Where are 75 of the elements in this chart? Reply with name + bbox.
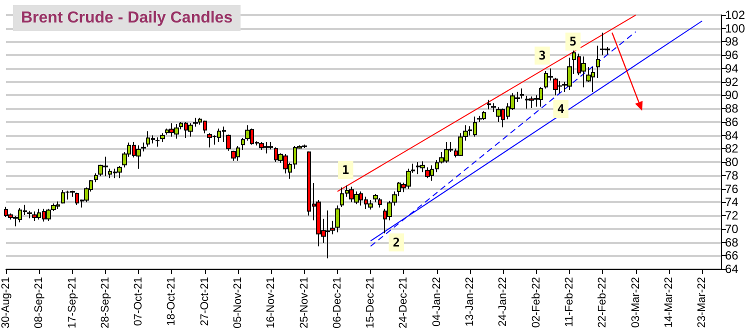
- y-tick-label: 100: [725, 21, 746, 36]
- x-tick-label: 06-Dec-21: [331, 277, 344, 328]
- candlestick: [491, 102, 496, 112]
- y-tick-label: 80: [725, 155, 739, 170]
- x-tick-label: 02-Feb-22: [530, 277, 542, 328]
- candlestick: [155, 136, 160, 148]
- y-tick-label: 92: [725, 74, 739, 89]
- candlestick: [32, 211, 37, 222]
- annotation: 2: [392, 235, 400, 250]
- annotation: 1: [342, 162, 350, 177]
- x-tick-label: 27-Oct-21: [198, 277, 211, 326]
- y-tick-label: 84: [725, 128, 739, 142]
- y-tick-label: 68: [725, 235, 739, 250]
- candlestick: [27, 210, 32, 219]
- y-tick-label: 98: [725, 34, 739, 49]
- candlestick: [420, 160, 425, 173]
- candlestick: [330, 220, 335, 235]
- x-tick-label: 14-Mar-22: [662, 277, 675, 328]
- candlestick: [335, 205, 340, 233]
- x-tick-label: 18-Oct-21: [166, 277, 178, 326]
- candlestick: [94, 172, 98, 183]
- y-tick-label: 96: [725, 48, 739, 62]
- candlestick: [61, 190, 65, 204]
- x-tick-label: 13-Jan-22: [464, 277, 476, 327]
- x-tick-label: 03-Mar-22: [630, 277, 642, 328]
- x-tick-label: 22-Feb-22: [596, 277, 609, 328]
- candlestick: [241, 137, 245, 151]
- y-tick-label: 74: [725, 195, 739, 210]
- y-tick-label: 94: [725, 61, 739, 76]
- candlestick: [596, 45, 600, 78]
- candlestick: [231, 150, 236, 162]
- x-tick-label: 05-Nov-21: [232, 277, 244, 328]
- x-tick-label: 23-Mar-22: [696, 277, 708, 328]
- annotation: 5: [569, 34, 577, 49]
- x-tick-label: 16-Nov-21: [265, 277, 278, 328]
- x-tick-label: 04-Jan-22: [430, 277, 443, 327]
- y-tick-label: 78: [725, 168, 739, 182]
- candlestick: [581, 56, 586, 88]
- candlestick: [425, 166, 430, 179]
- x-tick-label: 08-Sep-21: [33, 277, 46, 328]
- candlestick: [117, 166, 122, 179]
- candlestick: [340, 186, 344, 208]
- annotation: 4: [557, 102, 564, 116]
- candlestick: [141, 142, 146, 152]
- y-tick-label: 90: [725, 88, 739, 102]
- y-tick-label: 72: [725, 208, 739, 223]
- y-tick-label: 76: [725, 182, 739, 196]
- x-tick-label: 28-Sep-21: [99, 277, 112, 328]
- candlestick: [136, 144, 141, 170]
- y-tick-label: 102: [725, 8, 746, 22]
- x-tick-label: 15-Dec-21: [364, 277, 377, 328]
- y-tick-label: 70: [725, 222, 739, 236]
- x-tick-label: 11-Feb-22: [563, 277, 576, 327]
- y-tick-label: 88: [725, 102, 739, 116]
- y-tick-label: 82: [725, 142, 739, 156]
- x-tick-label: 24-Dec-21: [398, 277, 410, 328]
- y-tick-label: 64: [725, 262, 739, 276]
- candlestick: [553, 77, 558, 96]
- x-tick-label: 30-Aug-21: [0, 277, 12, 328]
- x-tick-label: 24-Jan-22: [497, 277, 510, 327]
- candlestick: [188, 122, 193, 138]
- annotation: 3: [538, 48, 546, 63]
- candlestick: [477, 115, 482, 122]
- y-tick-label: 86: [725, 114, 739, 129]
- candlestick: [160, 132, 165, 142]
- y-tick-label: 66: [725, 248, 739, 263]
- candlestick: [368, 200, 373, 210]
- x-tick-label: 07-Oct-21: [132, 277, 145, 326]
- candlestick: [487, 99, 491, 110]
- chart-title: Brent Crude - Daily Candles: [21, 10, 233, 26]
- x-tick-label: 25-Nov-21: [298, 277, 310, 328]
- candlestick: [245, 124, 250, 142]
- candlestick: [226, 134, 231, 152]
- x-tick-label: 17-Sep-21: [66, 277, 78, 328]
- candlestick: [193, 117, 198, 128]
